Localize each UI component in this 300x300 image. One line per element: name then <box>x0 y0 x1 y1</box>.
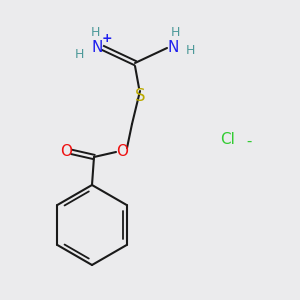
Text: O: O <box>116 145 128 160</box>
Text: H: H <box>185 44 195 56</box>
Text: H: H <box>74 49 84 62</box>
Text: H: H <box>90 26 100 40</box>
Text: +: + <box>102 32 112 46</box>
Text: N: N <box>91 40 103 55</box>
Text: N: N <box>167 40 179 55</box>
Text: -: - <box>242 134 252 148</box>
Text: S: S <box>135 87 145 105</box>
Text: Cl: Cl <box>220 133 236 148</box>
Text: O: O <box>60 145 72 160</box>
Text: H: H <box>170 26 180 40</box>
